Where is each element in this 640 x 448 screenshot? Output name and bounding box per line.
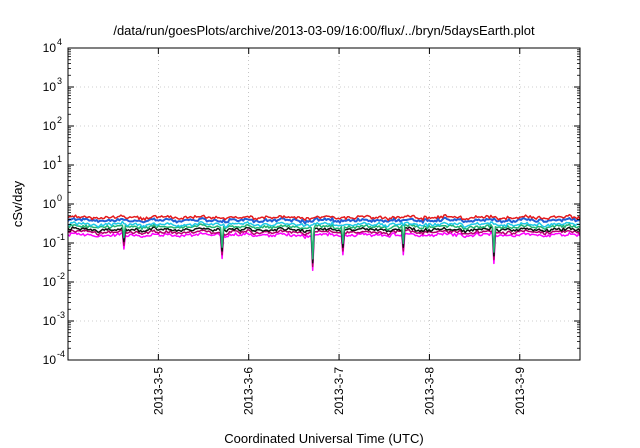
x-axis-label: Coordinated Universal Time (UTC) [224,431,423,446]
y-tick-exponent: 0 [57,193,62,203]
chart-title: /data/run/goesPlots/archive/2013-03-09/1… [113,23,535,38]
y-tick-exponent: -1 [57,232,65,242]
y-tick-exponent: -4 [57,349,65,359]
y-tick-exponent: 2 [57,115,62,125]
series-line [67,216,580,225]
x-tick-label: 2013-3-5 [151,367,165,415]
y-tick-label: 10 [43,158,57,172]
y-tick-exponent: -2 [57,271,65,281]
x-tick-label: 2013-3-9 [513,367,527,415]
y-tick-exponent: 1 [57,154,62,164]
y-tick-label: 10 [43,353,57,367]
y-tick-label: 10 [43,236,57,250]
grid [68,48,580,360]
series-line [67,220,581,229]
y-tick-label: 10 [43,275,57,289]
y-tick-base: 10 [43,80,57,94]
y-tick-base: 10 [43,236,57,250]
series-line [67,213,581,222]
y-tick-label: 10 [43,314,57,328]
y-tick-exponent: 3 [57,76,62,86]
y-tick-exponent: -3 [57,310,65,320]
y-tick-label: 10 [43,197,57,211]
x-axis: 2013-3-5 2013-3-6 2013-3-7 2013-3-8 2013-3-9 [151,48,527,415]
y-tick-base: 10 [43,119,57,133]
x-tick-label: 2013-3-6 [242,367,256,415]
y-tick-base: 10 [43,314,57,328]
y-tick-base: 10 [43,197,57,211]
series-group [67,213,581,272]
y-tick-exponent: 4 [57,37,62,47]
y-tick-base: 10 [43,41,57,55]
y-axis-label: cSv/day [10,180,25,227]
x-tick-label: 2013-3-7 [332,367,346,415]
y-tick-label: 10 [43,80,57,94]
y-tick-base: 10 [43,158,57,172]
y-tick-label: 10 [43,41,57,55]
y-tick-label: 10 [43,119,57,133]
x-tick-label: 2013-3-8 [422,367,436,415]
series-line [67,223,581,260]
y-tick-base: 10 [43,353,57,367]
y-tick-base: 10 [43,275,57,289]
